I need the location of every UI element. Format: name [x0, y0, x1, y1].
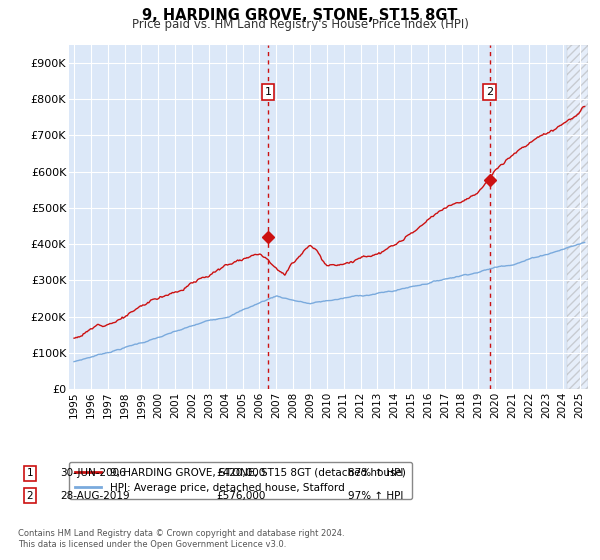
- Text: 2: 2: [486, 87, 493, 97]
- Text: £576,000: £576,000: [216, 491, 265, 501]
- Text: Contains HM Land Registry data © Crown copyright and database right 2024.
This d: Contains HM Land Registry data © Crown c…: [18, 529, 344, 549]
- Text: 87% ↑ HPI: 87% ↑ HPI: [348, 468, 403, 478]
- Text: 2: 2: [26, 491, 34, 501]
- Text: 9, HARDING GROVE, STONE, ST15 8GT: 9, HARDING GROVE, STONE, ST15 8GT: [142, 8, 458, 24]
- Text: Price paid vs. HM Land Registry's House Price Index (HPI): Price paid vs. HM Land Registry's House …: [131, 18, 469, 31]
- Text: 97% ↑ HPI: 97% ↑ HPI: [348, 491, 403, 501]
- Text: 30-JUN-2006: 30-JUN-2006: [60, 468, 126, 478]
- Text: 28-AUG-2019: 28-AUG-2019: [60, 491, 130, 501]
- Text: £420,000: £420,000: [216, 468, 265, 478]
- Legend: 9, HARDING GROVE, STONE, ST15 8GT (detached house), HPI: Average price, detached: 9, HARDING GROVE, STONE, ST15 8GT (detac…: [69, 461, 412, 500]
- Text: 1: 1: [265, 87, 271, 97]
- Text: 1: 1: [26, 468, 34, 478]
